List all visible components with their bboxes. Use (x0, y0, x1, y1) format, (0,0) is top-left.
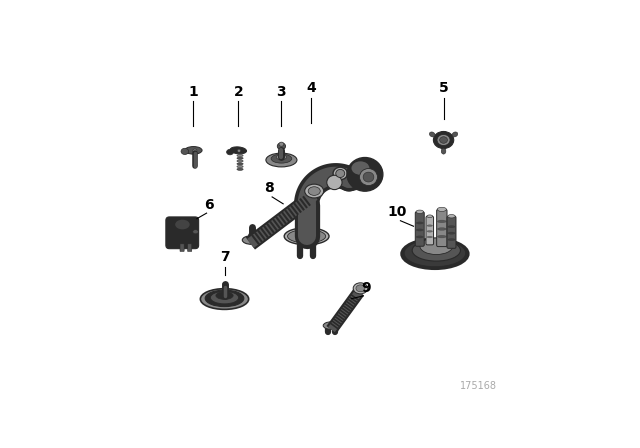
Ellipse shape (363, 172, 374, 182)
Ellipse shape (323, 322, 340, 329)
Text: 5: 5 (438, 81, 449, 95)
Ellipse shape (448, 215, 455, 218)
Ellipse shape (401, 239, 468, 269)
Ellipse shape (416, 229, 423, 231)
Ellipse shape (193, 230, 198, 234)
Ellipse shape (223, 283, 226, 285)
Ellipse shape (438, 220, 446, 223)
Ellipse shape (336, 169, 345, 177)
Ellipse shape (416, 222, 423, 224)
Ellipse shape (356, 285, 365, 292)
Ellipse shape (412, 240, 460, 261)
FancyBboxPatch shape (447, 216, 456, 248)
Ellipse shape (452, 132, 458, 137)
Ellipse shape (237, 157, 243, 159)
Ellipse shape (440, 137, 447, 143)
Ellipse shape (448, 232, 455, 234)
Ellipse shape (327, 175, 342, 190)
Ellipse shape (279, 142, 284, 146)
Ellipse shape (237, 165, 243, 168)
Ellipse shape (211, 292, 239, 304)
FancyBboxPatch shape (436, 209, 447, 246)
Ellipse shape (437, 134, 450, 146)
Ellipse shape (416, 236, 423, 238)
Ellipse shape (448, 238, 455, 241)
Ellipse shape (438, 228, 446, 230)
FancyBboxPatch shape (426, 216, 433, 245)
Text: 7: 7 (220, 250, 229, 264)
Ellipse shape (284, 228, 329, 245)
Ellipse shape (433, 131, 454, 149)
Ellipse shape (216, 292, 233, 299)
Text: 175168: 175168 (460, 381, 497, 391)
Ellipse shape (351, 161, 369, 175)
Ellipse shape (287, 229, 326, 243)
Ellipse shape (276, 155, 287, 159)
Ellipse shape (237, 160, 243, 162)
Ellipse shape (237, 149, 241, 152)
Ellipse shape (308, 187, 320, 195)
Ellipse shape (237, 163, 243, 165)
FancyBboxPatch shape (166, 217, 198, 249)
Ellipse shape (360, 168, 378, 185)
Ellipse shape (416, 210, 424, 213)
Ellipse shape (175, 220, 189, 229)
Ellipse shape (227, 149, 234, 155)
Ellipse shape (353, 283, 367, 294)
Ellipse shape (429, 132, 435, 137)
Text: 6: 6 (204, 198, 214, 212)
Ellipse shape (277, 143, 285, 150)
Ellipse shape (347, 158, 383, 191)
Ellipse shape (205, 290, 244, 306)
Text: 4: 4 (306, 81, 316, 95)
Ellipse shape (185, 146, 202, 154)
Ellipse shape (427, 236, 433, 238)
Text: 8: 8 (264, 181, 274, 195)
Ellipse shape (420, 238, 452, 254)
Ellipse shape (427, 215, 433, 218)
FancyBboxPatch shape (415, 212, 424, 246)
Ellipse shape (237, 168, 243, 170)
Ellipse shape (271, 154, 292, 163)
Ellipse shape (243, 236, 261, 244)
Ellipse shape (181, 148, 189, 155)
Text: 9: 9 (361, 281, 371, 295)
Ellipse shape (437, 207, 446, 211)
Ellipse shape (448, 226, 455, 228)
Ellipse shape (305, 184, 324, 198)
FancyBboxPatch shape (188, 244, 192, 251)
Text: 2: 2 (234, 85, 243, 99)
Text: 3: 3 (276, 85, 286, 99)
Ellipse shape (333, 167, 348, 180)
Ellipse shape (230, 147, 246, 154)
Ellipse shape (193, 149, 197, 152)
Ellipse shape (438, 235, 446, 238)
FancyBboxPatch shape (180, 244, 184, 251)
Text: 1: 1 (189, 85, 198, 99)
Ellipse shape (266, 153, 297, 167)
Ellipse shape (441, 148, 446, 154)
Ellipse shape (427, 230, 433, 232)
Text: 10: 10 (387, 205, 406, 220)
Ellipse shape (404, 240, 466, 267)
Ellipse shape (249, 233, 255, 237)
Ellipse shape (200, 289, 249, 310)
Ellipse shape (237, 155, 243, 156)
Ellipse shape (427, 225, 433, 227)
